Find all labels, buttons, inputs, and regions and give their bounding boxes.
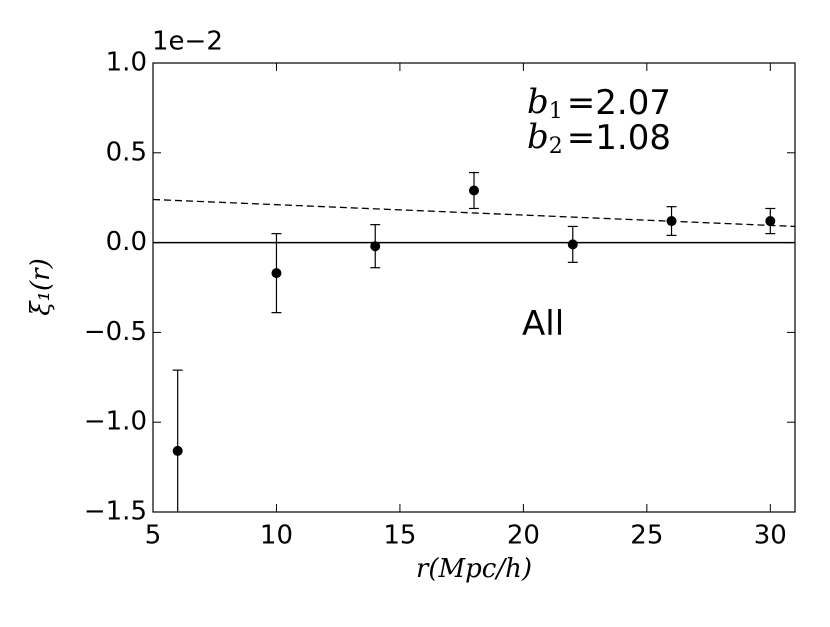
x-tick-label: 20: [507, 521, 540, 551]
annotation-text: =2.07: [567, 83, 671, 123]
annotation-subscript: 2: [549, 134, 563, 159]
point: [370, 241, 381, 252]
point-group: [271, 233, 282, 314]
annotation: b2 =1.08: [527, 117, 671, 159]
annotation: b1 =2.07: [527, 82, 671, 124]
annotation: All: [522, 304, 564, 344]
y-tick-label: 0.0: [106, 227, 147, 257]
x-tick-label: 25: [630, 521, 663, 551]
point: [172, 445, 183, 456]
annotation-subscript: 1: [549, 99, 563, 124]
point-group: [666, 206, 677, 237]
annotation-symbol: b: [527, 117, 549, 157]
model-line: [152, 198, 796, 228]
point-group: [172, 369, 183, 512]
point-group: [469, 171, 479, 210]
annotation-text: =1.08: [567, 118, 671, 158]
plot-frame: [152, 62, 796, 513]
y-tick-label: −1.5: [84, 497, 147, 527]
point: [271, 268, 282, 279]
y-axis-label: ξ₁(r): [26, 258, 56, 315]
annotation-symbol: b: [527, 82, 549, 122]
point: [567, 239, 578, 250]
x-tick-label: 10: [260, 521, 293, 551]
y-tick-label: 0.5: [106, 137, 147, 167]
point-group: [765, 207, 776, 235]
y-tick-label: −1.0: [84, 407, 147, 437]
x-tick-label: 15: [383, 521, 416, 551]
y-offset-label: 1e−2: [152, 27, 223, 57]
x-tick-label: 5: [145, 521, 162, 551]
point: [469, 185, 479, 196]
point-group: [567, 225, 578, 263]
y-tick-label: 1.0: [106, 48, 147, 78]
y-tick-label: −0.5: [84, 317, 147, 347]
point: [666, 216, 677, 227]
point: [765, 216, 776, 227]
point-group: [370, 224, 381, 269]
x-axis-label: r(Mpc/h): [416, 554, 532, 584]
x-tick-label: 30: [754, 521, 787, 551]
annotation-text: All: [522, 304, 564, 344]
